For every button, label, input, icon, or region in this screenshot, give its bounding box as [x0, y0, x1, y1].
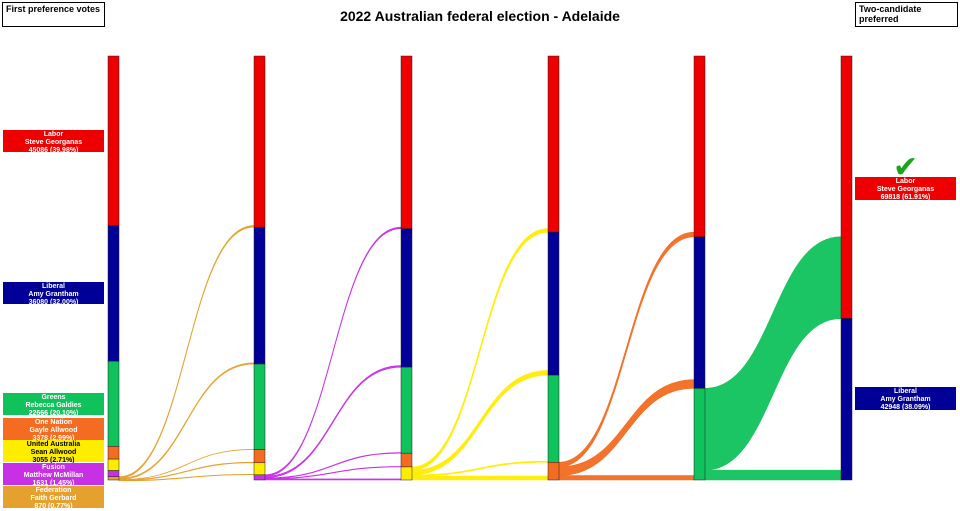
candidate-text: Steve Georganas — [24, 139, 83, 146]
votes-text: 36080 (32.00%) — [28, 299, 79, 306]
label-first_preferences-greens: Greens Rebecca Galdies 22666 (20.10%) — [3, 393, 104, 417]
party-text: Fusion — [42, 464, 65, 471]
candidate-text: Amy Grantham — [880, 396, 931, 403]
first-preference-box: First preference votes — [2, 2, 105, 27]
label-first_preferences-fusion: Fusion Matthew McMillan 1631 (1.45%) — [3, 463, 104, 487]
party-text: Labor — [895, 178, 916, 185]
candidate-text: Faith Gerbard — [30, 495, 77, 502]
two-candidate-box: Two-candidate preferred — [855, 2, 958, 27]
candidate-text: Matthew McMillan — [23, 472, 84, 479]
bar-stage2-labor — [400, 55, 413, 229]
votes-text: 3378 (2.99%) — [32, 435, 75, 442]
flow-1-fusion-to-greens — [264, 452, 402, 479]
flow-2-united-australia-to-labor — [411, 228, 549, 471]
votes-text: 870 (0.77%) — [34, 503, 73, 510]
flow-1-fusion-to-liberal — [264, 365, 402, 479]
flow-4-greens-to-liberal — [704, 469, 842, 481]
label-first_preferences-one-nation: One Nation Gayle Allwood 3378 (2.99%) — [3, 418, 104, 442]
votes-text: 3055 (2.71%) — [32, 457, 75, 464]
label-first_preferences-labor: Labor Steve Georganas 45086 (39.98%) — [3, 130, 104, 154]
flow-3-one-nation-to-liberal — [558, 379, 695, 476]
bar-stage1-liberal — [253, 226, 266, 365]
bar-stage0-one-nation — [107, 446, 120, 460]
bar-stage0-liberal — [107, 225, 120, 362]
chart-title: 2022 Australian federal election - Adela… — [340, 8, 620, 24]
bar-stage3-greens — [547, 374, 560, 463]
bar-stage4-greens — [693, 388, 706, 481]
flow-0-federation-to-liberal — [118, 362, 255, 480]
votes-text: 45086 (39.98%) — [28, 147, 79, 154]
bar-stage4-liberal — [693, 236, 706, 389]
candidate-text: Amy Grantham — [28, 291, 79, 298]
party-text: One Nation — [34, 419, 73, 426]
party-text: Liberal — [42, 283, 65, 290]
label-two_candidate_preferred-liberal: Liberal Amy Grantham 42948 (38.09%) — [855, 387, 956, 411]
votes-text: 42948 (38.09%) — [880, 404, 931, 411]
label-first_preferences-liberal: Liberal Amy Grantham 36080 (32.00%) — [3, 282, 104, 306]
bar-stage4-labor — [693, 55, 706, 238]
bar-stage0-fusion — [107, 470, 120, 477]
party-text: Federation — [35, 487, 72, 494]
candidate-text: Steve Georganas — [876, 186, 935, 193]
bar-stage3-liberal — [547, 231, 560, 376]
bar-stage2-united-australia — [400, 466, 413, 481]
votes-text: 22666 (20.10%) — [28, 410, 79, 417]
bar-stage1-greens — [253, 363, 266, 450]
bar-stage0-labor — [107, 55, 120, 226]
flow-4-greens-to-labor — [704, 236, 842, 471]
bar-stage2-greens — [400, 366, 413, 454]
bar-stage1-one-nation — [253, 449, 266, 464]
votes-text: 1631 (1.45%) — [32, 480, 75, 487]
bar-stage1-labor — [253, 55, 266, 228]
party-text: United Australia — [26, 441, 81, 448]
bar-stage2-one-nation — [400, 452, 413, 468]
label-first_preferences-federation: Federation Faith Gerbard 870 (0.77%) — [3, 486, 104, 510]
bar-stage1-united-australia — [253, 462, 266, 476]
flow-3-one-nation-to-greens — [558, 475, 695, 481]
bar-stage2-liberal — [400, 228, 413, 368]
flow-0-federation-to-labor — [118, 225, 255, 479]
votes-text: 69818 (61.91%) — [880, 194, 931, 201]
flow-2-united-australia-to-one-nation — [411, 475, 549, 481]
bar-stage0-united-australia — [107, 458, 120, 471]
bar-stage5-liberal — [840, 318, 853, 481]
candidate-text: Sean Allwood — [30, 449, 77, 456]
label-first_preferences-united-australia: United Australia Sean Allwood 3055 (2.71%) — [3, 440, 104, 464]
checkmark-icon: ✔ — [893, 151, 919, 184]
flow-1-fusion-to-labor — [264, 226, 402, 477]
flow-1-fusion-to-united-australia — [264, 478, 402, 481]
bar-stage0-greens — [107, 360, 120, 447]
bar-stage1-fusion — [253, 474, 266, 481]
label-two_candidate_preferred-labor: Labor Steve Georganas 69818 (61.91%) — [855, 177, 956, 201]
party-text: Labor — [43, 131, 64, 138]
candidate-text: Rebecca Galdies — [25, 402, 82, 409]
bar-stage3-one-nation — [547, 462, 560, 481]
party-text: Liberal — [894, 388, 917, 395]
bar-stage3-labor — [547, 55, 560, 233]
bar-stage5-labor — [840, 55, 853, 319]
bar-stage0-federation — [107, 476, 120, 481]
candidate-text: Gayle Allwood — [29, 427, 78, 434]
party-text: Greens — [41, 394, 66, 401]
